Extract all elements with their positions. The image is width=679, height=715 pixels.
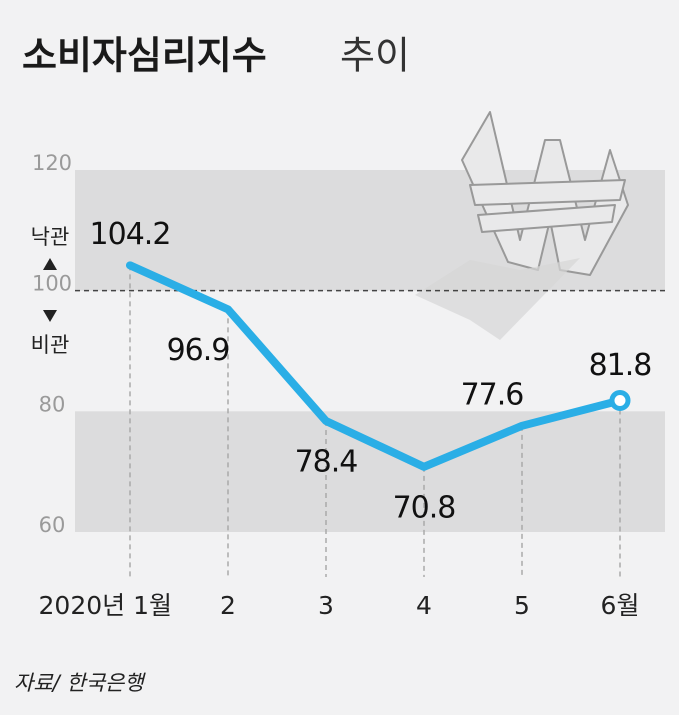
annotation-below: 비관 (31, 333, 70, 357)
data-label: 78.4 (295, 444, 358, 479)
x-tick-label: 2020년 1월 (39, 591, 172, 620)
line (126, 261, 624, 471)
annotation-above: 낙관 (31, 225, 70, 249)
up-arrow (43, 258, 57, 270)
data-label: 77.6 (461, 377, 524, 412)
data-label: 104.2 (90, 217, 171, 252)
data-label: 70.8 (393, 490, 456, 525)
chart-subtitle: 추이 (340, 34, 410, 78)
y-tick-label: 120 (32, 151, 72, 175)
y-tick-label: 60 (39, 513, 66, 537)
source: 자료/ 한국은행 (14, 671, 146, 695)
x-tick-label: 6월 (601, 591, 640, 620)
data-label: 96.9 (167, 333, 230, 368)
x-tick-label: 2 (220, 591, 236, 620)
chart-title: 소비자심리지수 (22, 34, 267, 78)
y-tick-label: 100 (32, 272, 72, 296)
end-marker (609, 389, 631, 411)
down-arrow (43, 310, 57, 322)
x-tick-label: 3 (318, 591, 334, 620)
band (75, 411, 665, 532)
won-icon (415, 111, 629, 340)
x-tick-label: 4 (416, 591, 432, 620)
x-tick-label: 5 (514, 591, 530, 620)
data-label: 81.8 (589, 348, 652, 383)
y-tick-label: 80 (39, 392, 66, 416)
